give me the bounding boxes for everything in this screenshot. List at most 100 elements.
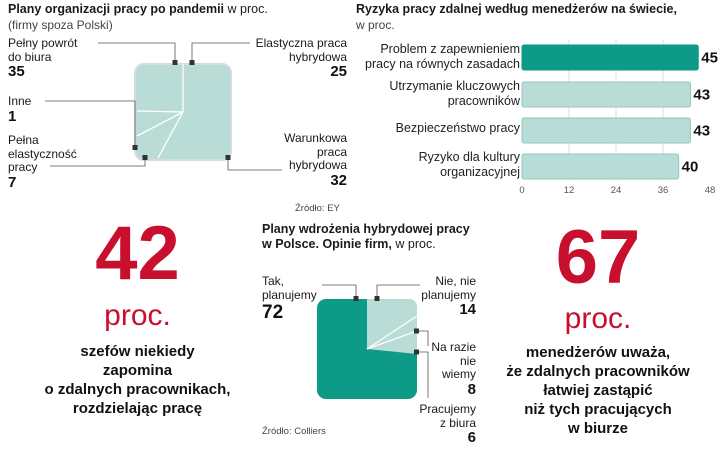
pie1-label-1: Pełny powrót do biura 35 [8, 36, 78, 80]
bar-label-3: Bezpieczeństwo pracy [350, 121, 520, 136]
pie2-divider-1 [366, 315, 418, 350]
pie2-title-line-1: Plany wdrożenia hybrydowej pracy [262, 222, 470, 236]
pie1-label-3: Inne 1 [8, 94, 32, 125]
pie1-marker-5 [225, 155, 231, 160]
pie1-label-4-line-b: elastyczność [8, 146, 77, 161]
pie2-label-1: Tak, planujemy 72 [262, 274, 317, 323]
pie1-leader-5 [227, 158, 282, 171]
pie1-marker-1 [172, 60, 178, 65]
pie2-label-3: Na razie nie wiemy 8 [400, 340, 476, 398]
pie1-value-2: 25 [330, 63, 347, 80]
bar-label-1: Problem z zapewnieniem pracy na równych … [350, 42, 520, 72]
pie1-chart [45, 42, 282, 171]
pie2-label-4-line-a: Pracujemy [419, 402, 476, 416]
bars-subtitle: w proc. [356, 18, 395, 32]
bar-tick-24: 24 [611, 185, 622, 196]
pie1-label-5-line-c: hybrydowa [288, 158, 347, 172]
bar-label-3-line-a: Bezpieczeństwo pracy [395, 121, 520, 135]
bar-tick-12: 12 [564, 185, 575, 196]
pie1-title-bold: Plany organizacji pracy po pandemii [8, 2, 225, 16]
pie2-marker-2 [374, 296, 380, 301]
pie1-label-1-line-b: do biura [8, 49, 52, 64]
pie1-divider-inne [136, 111, 184, 137]
pie2-label-3-line-b: nie [459, 353, 476, 368]
bar-label-2: Utrzymanie kluczowych pracowników [350, 79, 520, 109]
bar-3 [521, 117, 691, 144]
left-stat-line-4: rozdzielając pracę [72, 400, 203, 417]
pie2-title: Plany wdrożenia hybrydowej pracy w Polsc… [262, 222, 492, 252]
pie1-label-3-line-a: Inne [8, 94, 32, 108]
pie2-label-1-line-a: Tak, [262, 274, 285, 288]
right-stat-unit: proc. [564, 302, 632, 335]
pie1-label-4-line-a: Pełna [8, 133, 39, 147]
bar-label-1-line-a: Problem z zapewnieniem [380, 42, 520, 56]
pie1-value-3: 1 [8, 107, 17, 125]
pie2-leader-3 [418, 330, 429, 346]
right-stat-line-5: w biurze [567, 420, 628, 437]
bar-label-4: Ryzyko dla kultury organizacyjnej [350, 150, 520, 180]
pie1-label-5-line-b: praca [316, 144, 347, 159]
pie2-marker-3 [414, 328, 419, 334]
pie1-divider-elastic [157, 111, 184, 159]
pie2-marker-1 [353, 296, 359, 301]
pie1-leader-1 [98, 42, 176, 62]
pie1-leader-3 [45, 100, 136, 146]
left-stat-unit: proc. [104, 299, 171, 332]
bar-tick-0: 0 [519, 185, 524, 196]
pie1-leader-2 [191, 42, 250, 62]
pie2-value-2: 14 [459, 301, 476, 318]
bar-label-4-line-a: Ryzyko dla kultury [418, 150, 520, 164]
bar-value-1: 45 [701, 50, 718, 67]
pie1-label-2-line-b: hybrydowa [288, 49, 347, 64]
bar-value-3: 43 [693, 123, 710, 140]
pie1-marker-4 [142, 155, 148, 160]
bar-4 [521, 153, 680, 180]
pie2-label-3-line-c: wiemy [441, 367, 476, 381]
pie1-label-1-line-a: Pełny powrót [8, 36, 78, 50]
pie2-label-4: Pracujemy z biura 6 [380, 402, 476, 446]
pie1-label-5-line-a: Warunkowa [284, 131, 347, 145]
bar-label-2-line-b: pracowników [447, 94, 520, 108]
bars-title: Ryzyka pracy zdalnej według menedżerów n… [356, 2, 718, 17]
bar-label-2-line-a: Utrzymanie kluczowych [389, 79, 520, 93]
bar-tick-36: 36 [658, 185, 669, 196]
pie2-leader-1 [322, 284, 357, 299]
left-stat-number: 42 [95, 211, 180, 296]
bars-title-bold: Ryzyka pracy zdalnej według menedżerów n… [356, 2, 677, 16]
pie1-title: Plany organizacji pracy po pandemii w pr… [8, 2, 348, 17]
pie2-label-3-line-a: Na razie [431, 340, 476, 354]
pie1-value-4: 7 [8, 173, 17, 191]
pie1-label-4-line-c: pracy [8, 160, 38, 174]
pie1-label-4: Pełna elastyczność pracy 7 [8, 133, 77, 191]
pie2-leader-2 [376, 284, 420, 299]
pie2-label-2-line-a: Nie, nie [435, 274, 476, 288]
pie1-marker-2 [189, 60, 195, 65]
bar-label-4-line-b: organizacyjnej [440, 165, 520, 179]
bar-chart: 45 43 43 40 0 12 24 36 48 [519, 40, 718, 196]
pie1-label-5: Warunkowa praca hybrydowa 32 [242, 131, 347, 189]
pie2-value-3: 8 [467, 380, 476, 398]
pie2-value-1: 72 [262, 302, 284, 323]
pie2-label-4-line-b: z biura [439, 415, 476, 430]
bar-tick-48: 48 [705, 185, 716, 196]
left-stat-caption: szefów niekiedy zapomina o zdalnych prac… [10, 342, 265, 418]
bar-value-2: 43 [693, 87, 710, 104]
pie2-source: Źródło: Colliers [262, 426, 326, 437]
bar-2 [521, 81, 691, 108]
right-stat-line-2: że zdalnych pracowników [506, 363, 690, 380]
right-stat-line-4: niż tych pracujących [524, 401, 672, 418]
right-stat-number: 67 [555, 215, 641, 300]
left-stat-line-1: szefów niekiedy [80, 343, 195, 360]
pie1-value-1: 35 [8, 63, 25, 80]
pie1-title-unit: w proc. [227, 2, 268, 16]
pie2-value-4: 6 [467, 429, 476, 446]
right-stat-line-1: menedżerów uważa, [525, 344, 671, 361]
pie2-leader-4 [418, 351, 429, 398]
left-stat-line-2: zapomina [102, 362, 173, 379]
pie2-marker-4 [414, 349, 419, 355]
bar-value-4: 40 [682, 159, 699, 176]
right-stat-caption: menedżerów uważa, że zdalnych pracownikó… [478, 343, 718, 438]
pie1-value-5: 32 [330, 171, 347, 189]
pie1-source: Źródło: EY [295, 203, 340, 214]
